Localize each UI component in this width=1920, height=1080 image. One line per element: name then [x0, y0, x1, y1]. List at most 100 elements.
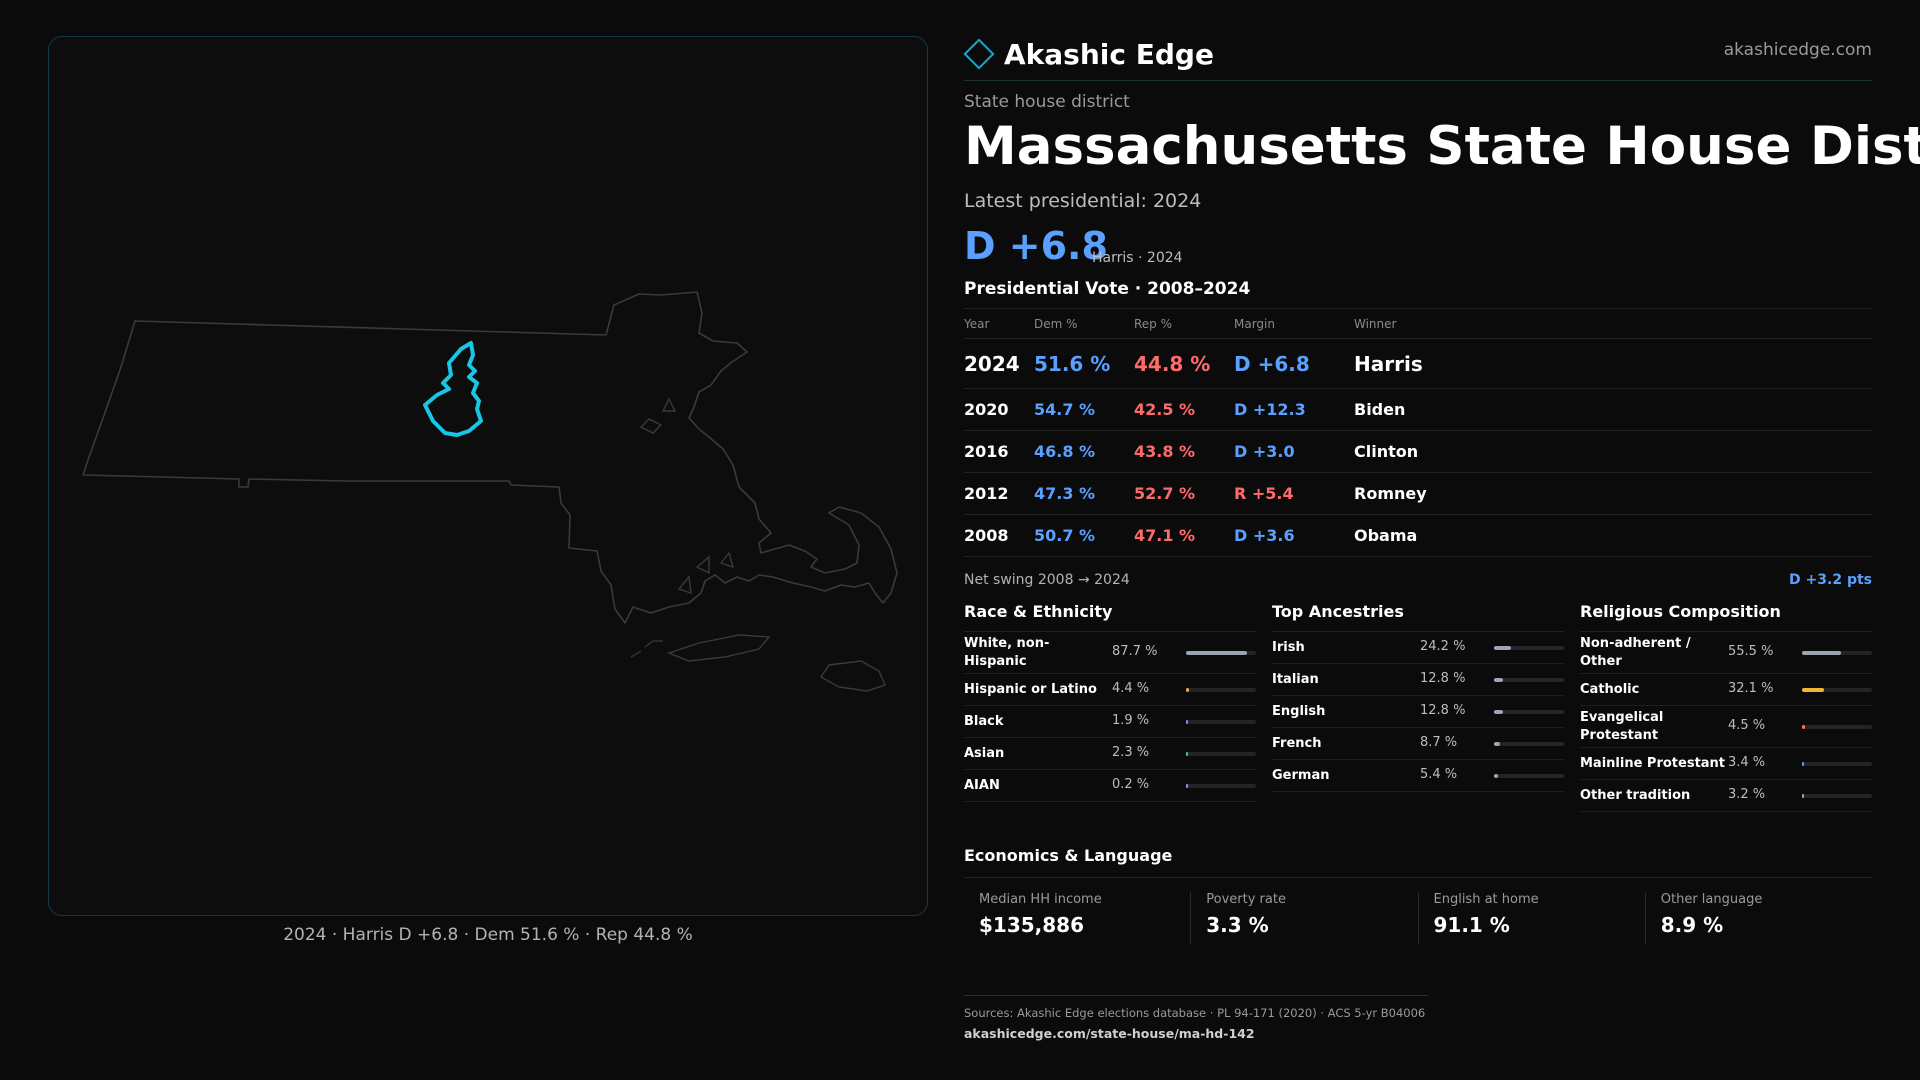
item-value: 32.1 % [1728, 681, 1774, 696]
list-item: Catholic 32.1 % [1580, 674, 1872, 706]
table-row: 2016 46.8 % 43.8 % D +3.0 Clinton [964, 430, 1872, 472]
item-bar [1802, 762, 1804, 766]
list-item: Black 1.9 % [964, 706, 1256, 738]
stat-label: Median HH income [979, 892, 1102, 907]
item-bar-track [1186, 720, 1256, 724]
stat-other-language: Other language 8.9 % [1644, 892, 1872, 944]
religion-title: Religious Composition [1580, 602, 1872, 632]
item-bar-track [1494, 710, 1564, 714]
state-outline [82, 291, 898, 624]
stat-label: Poverty rate [1206, 892, 1286, 907]
row-dem: 54.7 % [1034, 400, 1096, 419]
row-dem: 50.7 % [1034, 526, 1096, 545]
list-item: Mainline Protestant 3.4 % [1580, 748, 1872, 780]
item-bar-track [1494, 646, 1564, 650]
state-map [82, 291, 898, 692]
row-rep: 52.7 % [1134, 484, 1196, 503]
item-label: Non-adherent / Other [1580, 636, 1691, 669]
item-bar [1186, 651, 1247, 655]
religion-section: Religious Composition Non-adherent / Oth… [1580, 602, 1872, 812]
latest-margin-note: Harris · 2024 [1092, 250, 1183, 266]
row-margin: R +5.4 [1234, 484, 1294, 503]
ancestry-title: Top Ancestries [1272, 602, 1564, 632]
economics-stats: Median HH income $135,886 Poverty rate 3… [964, 892, 1872, 944]
item-bar-track [1802, 762, 1872, 766]
item-bar [1802, 688, 1824, 692]
row-winner: Romney [1354, 484, 1427, 503]
item-bar-track [1494, 742, 1564, 746]
row-rep: 43.8 % [1134, 442, 1196, 461]
item-value: 5.4 % [1420, 767, 1458, 782]
item-value: 12.8 % [1420, 671, 1466, 686]
net-swing: Net swing 2008 → 2024 D +3.2 pts [964, 572, 1872, 588]
list-item: Other tradition 3.2 % [1580, 780, 1872, 812]
marthas-vineyard [666, 634, 771, 662]
item-bar [1186, 752, 1188, 756]
item-bar-track [1186, 784, 1256, 788]
row-year: 2008 [964, 526, 1009, 545]
brand[interactable]: Akashic Edge [963, 34, 1214, 74]
map-panel[interactable] [48, 36, 928, 916]
item-bar-track [1802, 688, 1872, 692]
latest-presidential-label: Latest presidential: 2024 [964, 190, 1202, 212]
header-margin: Margin [1234, 317, 1275, 331]
item-value: 0.2 % [1112, 777, 1150, 792]
item-value: 4.5 % [1728, 718, 1766, 733]
item-label: Evangelical Protestant [1580, 710, 1664, 743]
list-item: Italian 12.8 % [1272, 664, 1564, 696]
list-item: Irish 24.2 % [1272, 632, 1564, 664]
stat-value: 8.9 % [1660, 913, 1724, 937]
list-item: Evangelical Protestant 4.5 % [1580, 706, 1872, 748]
detail-panel: Akashic Edge akashicedge.com State house… [963, 0, 1920, 1080]
stat-value: $135,886 [979, 913, 1085, 937]
list-item: German 5.4 % [1272, 760, 1564, 792]
stat-median-income: Median HH income $135,886 [964, 892, 1190, 944]
item-bar-track [1186, 651, 1256, 655]
item-bar-track [1802, 651, 1872, 655]
header-dem: Dem % [1034, 317, 1078, 331]
item-value: 87.7 % [1112, 644, 1158, 659]
item-bar [1494, 646, 1511, 650]
list-item: Asian 2.3 % [964, 738, 1256, 770]
table-header: Year Dem % Rep % Margin Winner [964, 308, 1872, 338]
item-label: White, non-Hispanic [964, 636, 1050, 669]
nantucket [819, 660, 886, 692]
item-value: 2.3 % [1112, 745, 1150, 760]
page-url-link[interactable]: akashicedge.com/state-house/ma-hd-142 [964, 1026, 1255, 1041]
item-bar-track [1494, 774, 1564, 778]
item-bar [1802, 725, 1805, 729]
list-item: White, non-Hispanic 87.7 % [964, 632, 1256, 674]
row-rep: 42.5 % [1134, 400, 1196, 419]
item-bar-track [1802, 794, 1872, 798]
item-bar [1494, 774, 1498, 778]
item-label: Catholic [1580, 682, 1640, 697]
item-value: 3.2 % [1728, 787, 1766, 802]
brand-url[interactable]: akashicedge.com [1723, 40, 1872, 60]
table-row: 2020 54.7 % 42.5 % D +12.3 Biden [964, 388, 1872, 430]
item-label: Asian [964, 746, 1005, 761]
stat-value: 91.1 % [1433, 913, 1510, 937]
table-row: 2008 50.7 % 47.1 % D +3.6 Obama [964, 514, 1872, 556]
item-bar [1186, 688, 1189, 692]
item-value: 1.9 % [1112, 713, 1150, 728]
stat-label: Other language [1660, 892, 1763, 907]
item-label: Mainline Protestant [1580, 756, 1726, 771]
table-end-rule [964, 556, 1872, 557]
item-label: Irish [1272, 640, 1305, 655]
item-bar-track [1802, 725, 1872, 729]
net-swing-label: Net swing 2008 → 2024 [964, 572, 1130, 588]
stat-poverty-rate: Poverty rate 3.3 % [1190, 892, 1417, 944]
row-dem: 46.8 % [1034, 442, 1096, 461]
item-label: English [1272, 704, 1326, 719]
item-bar [1494, 678, 1503, 682]
row-margin: D +3.6 [1234, 526, 1295, 545]
list-item: Non-adherent / Other 55.5 % [1580, 632, 1872, 674]
header-winner: Winner [1354, 317, 1397, 331]
row-year: 2024 [964, 352, 1020, 376]
district-highlight[interactable] [423, 341, 483, 437]
sources-text: Sources: Akashic Edge elections database… [964, 1006, 1426, 1020]
header-divider [964, 80, 1872, 81]
item-bar [1186, 784, 1188, 788]
item-label: German [1272, 768, 1330, 783]
district-type: State house district [964, 92, 1130, 112]
